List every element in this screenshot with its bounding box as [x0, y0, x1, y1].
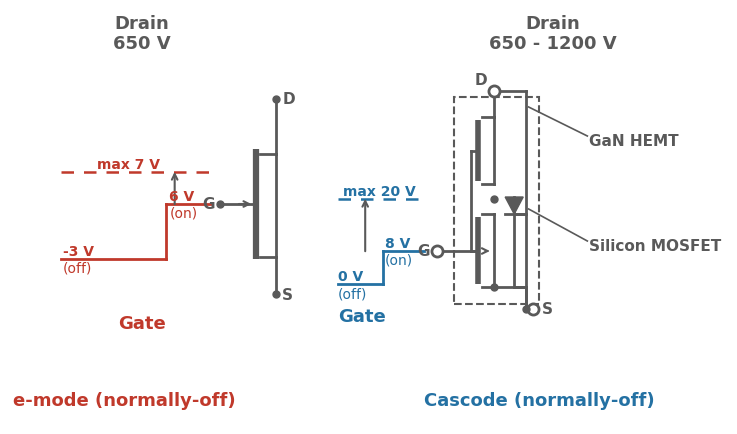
Text: Silicon MOSFET: Silicon MOSFET [589, 239, 722, 254]
Text: Drain: Drain [525, 15, 581, 33]
Text: 0 V: 0 V [338, 270, 363, 283]
Text: e-mode (normally-off): e-mode (normally-off) [13, 391, 235, 409]
Text: Cascode (normally-off): Cascode (normally-off) [425, 391, 654, 409]
Text: max 7 V: max 7 V [97, 158, 160, 171]
Text: 6 V: 6 V [170, 190, 195, 204]
Text: Gate: Gate [119, 314, 166, 332]
Text: max 20 V: max 20 V [343, 184, 416, 198]
Text: 8 V: 8 V [385, 237, 411, 250]
Text: 650 - 1200 V: 650 - 1200 V [489, 35, 617, 53]
Text: Drain: Drain [115, 15, 170, 33]
Text: (off): (off) [63, 261, 92, 275]
Text: (on): (on) [385, 253, 413, 267]
Text: S: S [282, 287, 293, 302]
Text: D: D [282, 91, 295, 106]
Text: GaN HEMT: GaN HEMT [589, 134, 679, 149]
Text: (on): (on) [170, 207, 198, 220]
Text: -3 V: -3 V [63, 244, 94, 258]
Text: D: D [475, 73, 487, 88]
Text: G: G [202, 197, 214, 212]
Text: S: S [542, 302, 553, 317]
Polygon shape [505, 197, 523, 214]
Bar [454, 98, 539, 304]
Text: (off): (off) [338, 286, 368, 300]
Text: G: G [418, 244, 430, 259]
Text: Gate: Gate [338, 307, 386, 325]
Text: 650 V: 650 V [113, 35, 171, 53]
